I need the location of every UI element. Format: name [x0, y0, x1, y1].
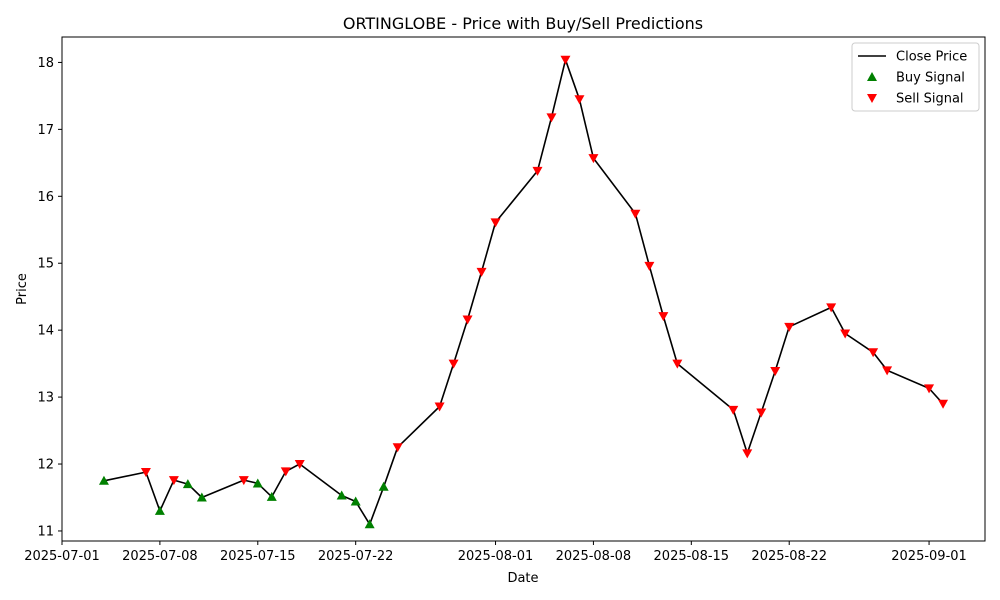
y-tick-label: 11 [37, 524, 54, 539]
sell-signal-marker [756, 408, 767, 418]
sell-signal-marker [658, 312, 669, 322]
legend-sell-swatch [867, 94, 877, 103]
sell-signal-marker [490, 218, 501, 228]
y-tick-label: 18 [37, 56, 54, 71]
sell-signal-marker [140, 468, 151, 478]
sell-signal-marker [938, 399, 949, 409]
y-tick-label: 17 [37, 123, 54, 138]
legend-box [851, 42, 980, 112]
sell-signal-marker [826, 303, 837, 313]
buy-signal-series [98, 475, 389, 529]
plot-area [62, 37, 985, 541]
buy-signal-marker [154, 505, 165, 515]
sell-signal-marker [462, 315, 473, 325]
legend-buy-swatch [867, 72, 877, 81]
buy-signal-marker [252, 478, 263, 488]
buy-signal-marker [336, 490, 347, 500]
sell-signal-marker [588, 154, 599, 164]
x-tick-label: 2025-08-15 [654, 549, 730, 564]
sell-signal-marker [168, 476, 179, 486]
x-tick-label: 2025-08-08 [556, 549, 632, 564]
legend-entry-buy: Buy Signal [867, 71, 965, 86]
sell-signal-marker [868, 348, 879, 358]
legend-label: Sell Signal [896, 92, 964, 107]
sell-signal-marker [574, 95, 585, 105]
chart-title: ORTINGLOBE - Price with Buy/Sell Predict… [343, 14, 703, 33]
x-axis: 2025-07-01 2025-07-08 2025-07-15 2025-07-22… [24, 541, 967, 564]
sell-signal-marker [280, 467, 291, 477]
legend-label: Close Price [896, 50, 967, 65]
sell-signal-marker [644, 261, 655, 271]
legend: Close Price Buy Signal Sell Signal [851, 42, 980, 112]
sell-signal-marker [238, 476, 249, 486]
sell-signal-marker [728, 405, 739, 415]
sell-signal-series [140, 55, 949, 486]
sell-signal-marker [742, 449, 753, 459]
x-tick-label: 2025-07-15 [220, 549, 296, 564]
x-tick-label: 2025-08-01 [458, 549, 534, 564]
buy-signal-marker [182, 479, 193, 489]
sell-signal-marker [840, 329, 851, 339]
y-tick-label: 15 [37, 257, 54, 272]
sell-signal-marker [630, 209, 641, 219]
legend-entry-close: Close Price [858, 50, 967, 65]
y-axis: 11 12 13 14 15 16 17 18 [37, 56, 62, 539]
x-axis-label: Date [507, 571, 538, 586]
sell-signal-marker [532, 166, 543, 176]
plot-frame [61, 36, 986, 542]
x-tick-label: 2025-08-22 [751, 549, 827, 564]
legend-entry-sell: Sell Signal [867, 92, 964, 107]
buy-signal-marker [364, 519, 375, 529]
buy-signal-marker [350, 496, 361, 506]
buy-signal-marker [98, 475, 109, 485]
y-tick-label: 16 [37, 190, 54, 205]
buy-signal-marker [196, 492, 207, 502]
sell-signal-marker [784, 322, 795, 332]
x-tick-label: 2025-07-22 [318, 549, 394, 564]
sell-signal-marker [560, 55, 571, 65]
y-tick-label: 13 [37, 391, 54, 406]
sell-signal-marker [924, 384, 935, 394]
sell-signal-marker [672, 359, 683, 369]
sell-signal-marker [882, 366, 893, 376]
sell-signal-marker [546, 113, 557, 123]
sell-signal-marker [434, 402, 445, 412]
x-tick-label: 2025-09-01 [891, 549, 967, 564]
y-tick-label: 12 [37, 458, 54, 473]
sell-signal-marker [770, 366, 781, 376]
sell-signal-marker [392, 443, 403, 453]
buy-signal-marker [266, 491, 277, 501]
y-axis-label: Price [15, 273, 30, 305]
legend-label: Buy Signal [896, 71, 965, 86]
buy-signal-marker [378, 481, 389, 491]
sell-signal-marker [448, 359, 459, 369]
sell-signal-marker [476, 267, 487, 277]
x-tick-label: 2025-07-08 [122, 549, 198, 564]
x-tick-label: 2025-07-01 [24, 549, 100, 564]
sell-signal-marker [294, 460, 305, 470]
y-tick-label: 14 [37, 324, 54, 339]
